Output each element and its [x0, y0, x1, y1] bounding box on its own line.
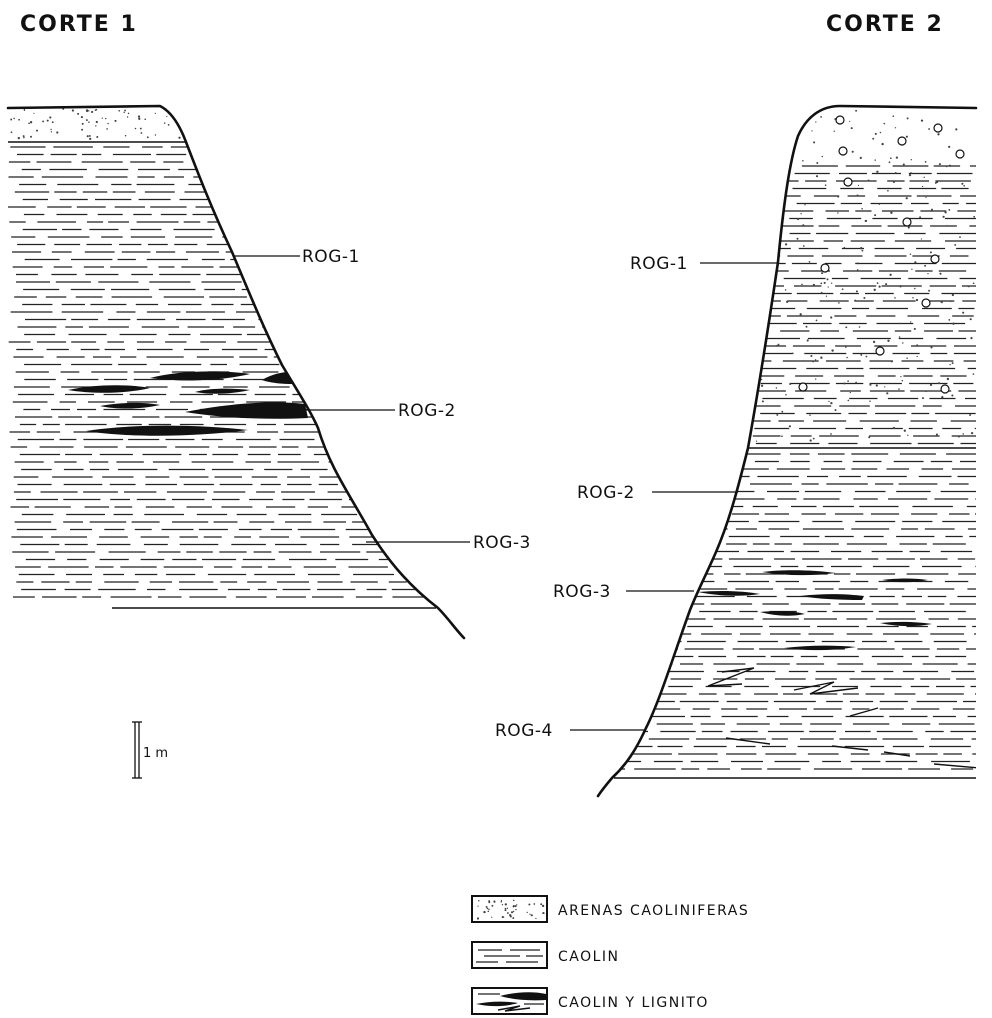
- corte-2-lignite-streaks: [707, 667, 976, 769]
- corte-2-kaolin-lower: [612, 453, 976, 770]
- corte-1-outcrop-profile: [6, 104, 466, 640]
- corte-2-section: ROG-1 ROG-2 ROG-3 ROG-4: [495, 104, 978, 798]
- legend-label-kaolin: CAOLIN: [558, 949, 620, 965]
- corte-1-title: CORTE 1: [20, 12, 138, 37]
- corte-1-lignite-lenses: [68, 371, 308, 436]
- scale-bar: 1 m: [132, 721, 168, 779]
- corte-2-rog-2-label: ROG-2: [577, 483, 635, 503]
- corte-1-rog-3-label: ROG-3: [473, 533, 531, 553]
- corte-2-outcrop-profile: [596, 104, 978, 798]
- corte-2-rog-3-label: ROG-3: [553, 582, 611, 602]
- legend-item-kaolin: CAOLIN: [471, 941, 620, 969]
- scale-bar-label: 1 m: [143, 746, 168, 761]
- corte-2-sandy-kaolin: [748, 109, 976, 445]
- legend-label-kaolin-lignite: CAOLIN Y LIGNITO: [558, 995, 709, 1011]
- corte-1-section: ROG-1 ROG-2 ROG-3: [6, 104, 531, 640]
- corte-2-rog-4-label: ROG-4: [495, 721, 553, 741]
- corte-1-sand-layer: [10, 107, 185, 141]
- corte-2-rog-1-label: ROG-1: [630, 254, 688, 274]
- legend-label-sand: ARENAS CAOLINIFERAS: [558, 903, 749, 919]
- corte-2-pebbles: [798, 115, 965, 394]
- corte-2-title: CORTE 2: [826, 12, 944, 37]
- legend-item-sand: ARENAS CAOLINIFERAS: [471, 895, 749, 923]
- legend-item-kaolin-lignite: CAOLIN Y LIGNITO: [471, 987, 709, 1015]
- corte-1-rog-1-label: ROG-1: [302, 247, 360, 267]
- corte-1-rog-2-label: ROG-2: [398, 401, 456, 421]
- corte-1-kaolin-body: [8, 146, 438, 598]
- corte-2-lignite-lenses: [698, 570, 932, 651]
- legend: ARENAS CAOLINIFERAS CAOLIN CAOLIN Y LIGN…: [471, 895, 749, 1015]
